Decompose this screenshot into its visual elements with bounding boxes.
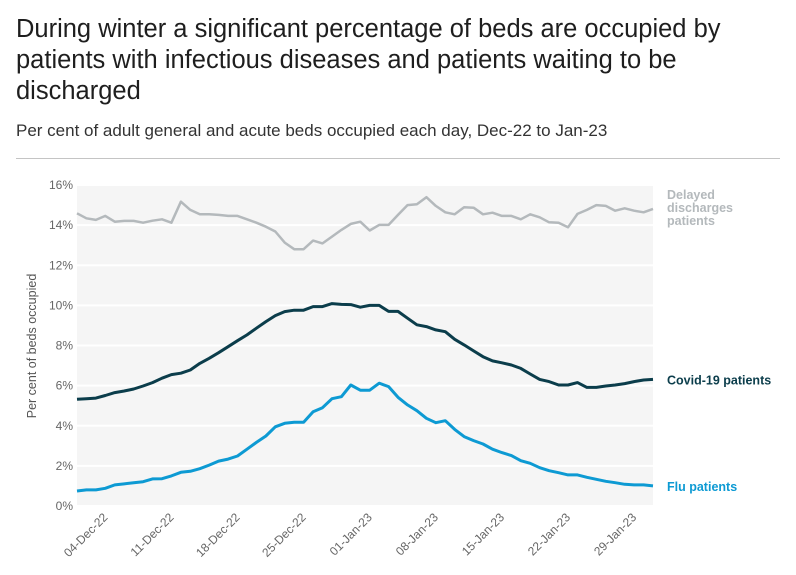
y-axis-label: Per cent of beds occupied [25, 274, 39, 419]
y-tick-label: 2% [56, 459, 74, 473]
x-tick-label: 22-Jan-23 [525, 510, 573, 558]
x-tick-label: 15-Jan-23 [459, 510, 507, 558]
y-tick-label: 6% [56, 379, 74, 393]
chart-subtitle: Per cent of adult general and acute beds… [16, 121, 608, 140]
series-line-delayed-discharges-patients [76, 195, 654, 251]
x-tick-label: 04-Dec-22 [61, 510, 111, 560]
x-tick-label: 11-Dec-22 [128, 510, 177, 559]
y-tick-label: 16% [49, 178, 73, 192]
y-axis-ticks: 0% 2% 4% 6% 8% 10% 12% 14% 16% [49, 178, 73, 513]
y-tick-label: 12% [49, 258, 73, 272]
x-tick-label: 18-Dec-22 [193, 510, 243, 560]
x-tick-label: 01-Jan-23 [327, 510, 375, 558]
series-label: discharges [667, 201, 733, 215]
series-line-flu-patients [76, 381, 654, 493]
y-tick-label: 8% [56, 339, 74, 353]
y-tick-label: 0% [56, 499, 74, 513]
x-tick-label: 29-Jan-23 [591, 510, 639, 558]
series-label: Covid-19 patients [667, 373, 771, 387]
y-tick-label: 14% [49, 218, 73, 232]
series-line-covid-19-patients [76, 302, 654, 401]
x-tick-label: 25-Dec-22 [259, 510, 309, 560]
chart-title: During winter a significant percentage o… [16, 15, 721, 105]
divider [16, 158, 780, 159]
series-label: patients [667, 214, 715, 228]
series-label: Delayed [667, 188, 715, 202]
y-tick-label: 10% [49, 298, 73, 312]
y-tick-label: 4% [56, 419, 74, 433]
series-lines [76, 195, 654, 493]
series-label: Flu patients [667, 480, 737, 494]
x-tick-label: 08-Jan-23 [393, 510, 441, 558]
x-axis-ticks: 04-Dec-22 11-Dec-22 18-Dec-22 25-Dec-22 01-J… [61, 510, 640, 560]
